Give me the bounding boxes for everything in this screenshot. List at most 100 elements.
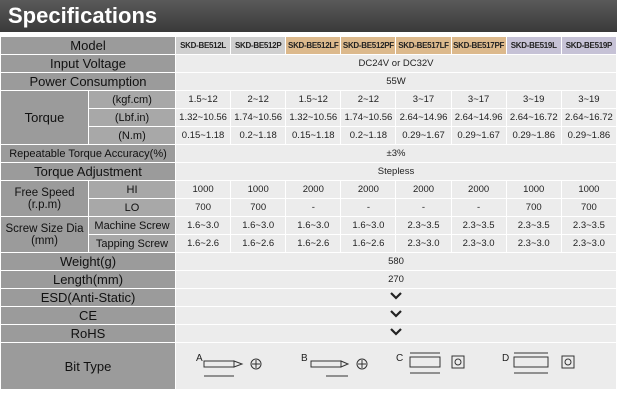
row-label: Length(mm) — [0, 270, 177, 289]
unit-label: (N.m) — [87, 126, 177, 145]
value: 0.29~1.67 — [395, 126, 452, 145]
value: 1.74~10.56 — [340, 108, 397, 127]
row: Screw Size Dia (mm) Machine Screw 1.6~3.0 1.… — [0, 216, 617, 253]
check-icon — [390, 328, 402, 336]
value: 2.3~3.5 — [450, 216, 507, 235]
value: 1.6~2.6 — [340, 234, 397, 253]
value: 2~12 — [230, 90, 287, 109]
bit-letter: D — [502, 353, 510, 364]
sub-label: Tapping Screw — [87, 234, 177, 253]
model-name: SKD-BE517PF — [450, 36, 507, 55]
value: 0.29~1.67 — [450, 126, 507, 145]
value: Stepless — [175, 162, 617, 181]
value: 580 — [175, 252, 617, 271]
value: 2000 — [395, 180, 452, 199]
row: LO 700 700- - - -700 700 — [1, 198, 617, 217]
value: 0.2~1.18 — [230, 126, 287, 145]
value: 1.6~3.0 — [285, 216, 342, 235]
value: 1.5~12 — [285, 90, 342, 109]
row: (Lbf.in) 1.32~10.56 1.74~10.56 1.32~10.56 1.… — [1, 108, 617, 127]
row: ESD(Anti-Static) — [0, 288, 617, 307]
value: 3~17 — [395, 90, 452, 109]
row-label: Model — [0, 36, 177, 55]
value: 0.29~1.86 — [560, 126, 617, 145]
model-name: SKD-BE512LF — [285, 36, 342, 55]
value: ±3% — [175, 144, 617, 163]
row-label: ESD(Anti-Static) — [0, 288, 177, 307]
value: 1.32~10.56 — [285, 108, 342, 127]
value: 2000 — [285, 180, 342, 199]
group-label: Screw Size Dia — [5, 222, 84, 235]
row: Length(mm) 270 — [0, 270, 617, 289]
row-label: Torque Adjustment — [0, 162, 177, 181]
model-name: SKD-BE512L — [175, 36, 232, 55]
header: Specifications — [0, 0, 617, 32]
value: 700 — [505, 198, 562, 217]
value: DC24V or DC32V — [175, 54, 617, 73]
model-name: SKD-BE512PF — [340, 36, 397, 55]
value: 2.3~3.5 — [505, 216, 562, 235]
value: 55W — [175, 72, 617, 91]
row: Torque (kgf.cm) 1.5~12 2~12 1.5~12 2~12 3~17 3~… — [0, 90, 617, 145]
value: 1.6~3.0 — [175, 216, 232, 235]
row: Model SKD-BE512L SKD-BE512P SKD-BE512LF SKD-… — [0, 36, 617, 55]
value: 1000 — [505, 180, 562, 199]
row: Weight(g) 580 — [0, 252, 617, 271]
value: 1.6~2.6 — [175, 234, 232, 253]
value: 2.64~14.96 — [395, 108, 452, 127]
unit-label: (kgf.cm) — [87, 90, 177, 109]
group-unit: (r.p.m) — [27, 198, 62, 211]
value: 2.64~16.72 — [505, 108, 562, 127]
value: 2000 — [450, 180, 507, 199]
check-cell — [175, 288, 617, 307]
row: RoHS — [0, 324, 617, 343]
value: 1.6~2.6 — [230, 234, 287, 253]
row-label: CE — [0, 306, 177, 325]
sub-label: Machine Screw — [87, 216, 177, 235]
model-name: SKD-BE519L — [505, 36, 562, 55]
value: 1.6~3.0 — [230, 216, 287, 235]
bit-letter: C — [396, 353, 404, 364]
row-label: Weight(g) — [0, 252, 177, 271]
title: Specifications — [8, 3, 158, 28]
value: 2.64~14.96 — [450, 108, 507, 127]
value: 1000 — [230, 180, 287, 199]
check-cell — [175, 306, 617, 325]
value: 2.3~3.5 — [560, 216, 617, 235]
row: (N.m) 0.15~1.18 0.2~1.18 0.15~1.18 0.2~1.18 0… — [1, 126, 617, 145]
row: Repeatable Torque Accuracy(%) ±3% — [0, 144, 617, 163]
row: Bit Type A B C D — [0, 342, 617, 390]
sub-label: HI — [87, 180, 177, 199]
value: 2000 — [340, 180, 397, 199]
value: 1000 — [175, 180, 232, 199]
row-label: RoHS — [0, 324, 177, 343]
row: Power Consumption 55W — [0, 72, 617, 91]
value: 1.6~2.6 — [285, 234, 342, 253]
bit-box: A B C D — [177, 344, 616, 389]
value: 700 — [230, 198, 287, 217]
value: 2.3~3.0 — [450, 234, 507, 253]
unit-label: (Lbf.in) — [87, 108, 177, 127]
row-label: Free Speed (r.p.m) — [0, 180, 89, 217]
bit-cell: A B C D — [175, 342, 617, 390]
spec-table: Model SKD-BE512L SKD-BE512P SKD-BE512LF SKD-… — [0, 36, 617, 390]
model-name: SKD-BE517LF — [395, 36, 452, 55]
value: 2.3~3.0 — [395, 234, 452, 253]
check-cell — [175, 324, 617, 343]
value: 1.5~12 — [175, 90, 232, 109]
model-name: SKD-BE519P — [560, 36, 617, 55]
model-name: SKD-BE512P — [230, 36, 287, 55]
value: 3~19 — [560, 90, 617, 109]
value: - — [340, 198, 397, 217]
value: - — [395, 198, 452, 217]
value: 2~12 — [340, 90, 397, 109]
value: 1.74~10.56 — [230, 108, 287, 127]
value: 700 — [560, 198, 617, 217]
value: 0.15~1.18 — [175, 126, 232, 145]
value: 0.2~1.18 — [340, 126, 397, 145]
bit-letter: A — [196, 353, 203, 364]
value: 2.64~16.72 — [560, 108, 617, 127]
group-unit: (mm) — [31, 234, 58, 247]
value: 1000 — [560, 180, 617, 199]
value: 3~17 — [450, 90, 507, 109]
